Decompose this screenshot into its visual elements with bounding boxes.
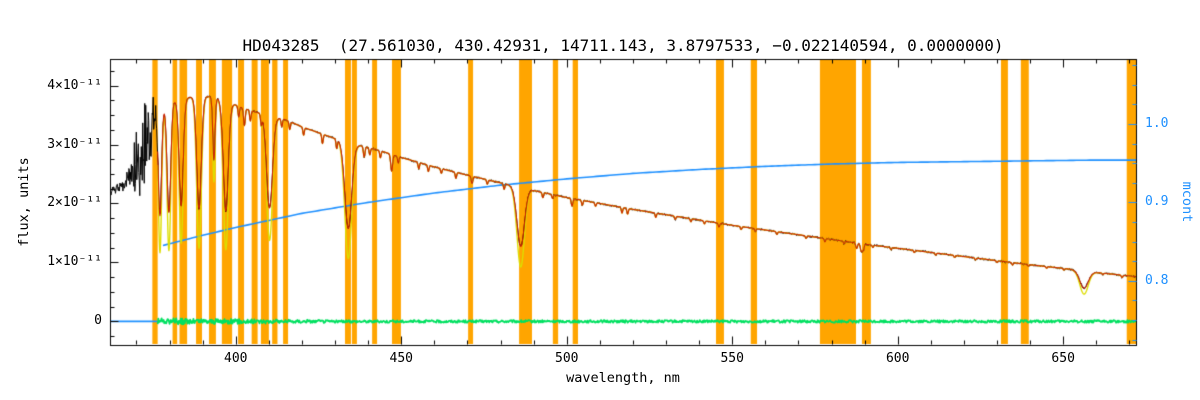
plot-title: HD043285 (27.561030, 430.42931, 14711.14… xyxy=(242,36,1004,55)
x-axis-label: wavelength, nm xyxy=(566,370,680,386)
x-tick-label: 650 xyxy=(1051,351,1075,366)
y-tick-label-right: 1.0 xyxy=(1145,115,1169,131)
y-tick-label-left: 2×10⁻¹¹ xyxy=(47,195,102,211)
x-tick-label: 550 xyxy=(720,351,744,366)
y-tick-label-left: 4×10⁻¹¹ xyxy=(47,77,102,93)
x-tick-label: 400 xyxy=(224,351,248,366)
y-tick-label-left: 0 xyxy=(94,313,102,329)
y-tick-label-left: 1×10⁻¹¹ xyxy=(47,254,102,270)
y-axis-label-right: mcont xyxy=(1179,181,1195,223)
y-tick-label-right: 0.8 xyxy=(1145,272,1169,288)
y-tick-label-right: 0.9 xyxy=(1145,194,1169,210)
y-tick-label-left: 3×10⁻¹¹ xyxy=(47,136,102,152)
y-axis-label-left: flux, units xyxy=(16,157,32,247)
x-tick-label: 450 xyxy=(389,351,413,366)
x-tick-label: 600 xyxy=(885,351,910,366)
x-tick-label: 500 xyxy=(554,351,579,366)
